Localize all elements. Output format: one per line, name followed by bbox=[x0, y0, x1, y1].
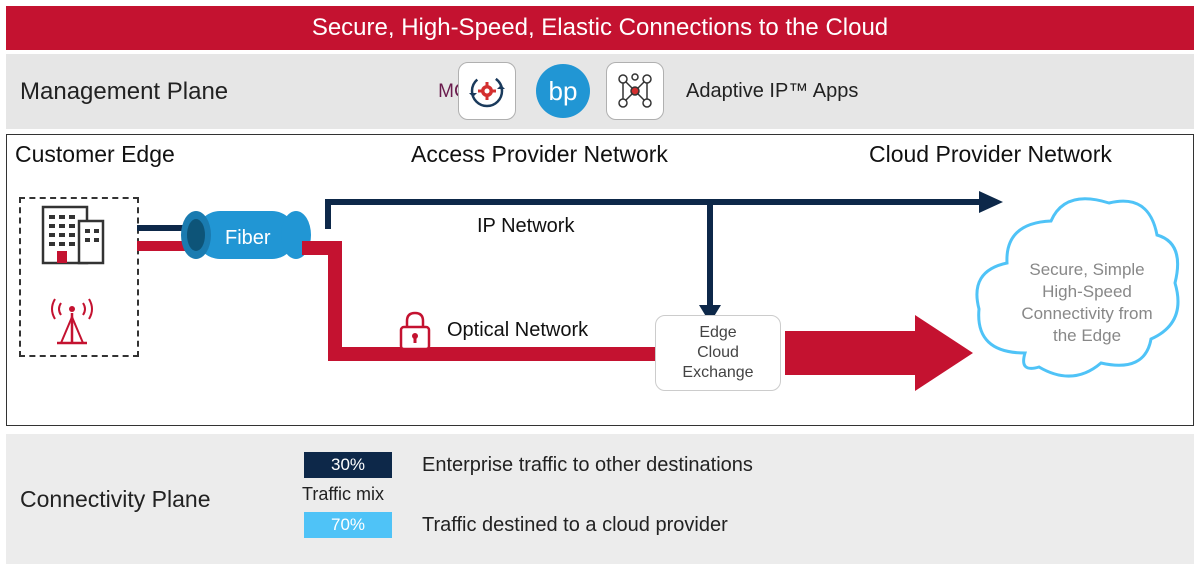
mgmt-label: Management Plane bbox=[20, 78, 228, 106]
ip-vert2 bbox=[707, 199, 713, 309]
cloud-line2: High-Speed bbox=[1007, 281, 1167, 303]
cloud-text: Secure, Simple High-Speed Connectivity f… bbox=[1007, 259, 1167, 347]
cloud-line3: Connectivity from bbox=[1007, 303, 1167, 325]
traffic-mix: Traffic mix bbox=[302, 484, 384, 505]
graph-icon-box bbox=[606, 62, 664, 120]
optical-network-label: Optical Network bbox=[447, 319, 588, 342]
building-icon bbox=[37, 203, 107, 267]
swatch-30: 30% bbox=[304, 452, 392, 478]
opt-horz2 bbox=[328, 347, 658, 361]
p2-label: Traffic destined to a cloud provider bbox=[422, 514, 728, 537]
p1-label: Enterprise traffic to other destinations bbox=[422, 454, 753, 477]
antenna-icon bbox=[37, 295, 107, 349]
graph-icon bbox=[613, 69, 657, 113]
edge-cloud-exchange-box: Edge Cloud Exchange bbox=[655, 315, 781, 391]
ip-network-label: IP Network bbox=[477, 215, 574, 238]
swatch-70: 70% bbox=[304, 512, 392, 538]
cloud-line1: Secure, Simple bbox=[1007, 259, 1167, 281]
edge-line1: Edge bbox=[699, 323, 736, 343]
network-box: Customer Edge Access Provider Network Cl… bbox=[6, 134, 1194, 426]
header-title: Secure, High-Speed, Elastic Connections … bbox=[312, 14, 888, 42]
fiber-label: Fiber bbox=[225, 227, 271, 250]
gear-cycle-icon bbox=[465, 69, 509, 113]
lock-icon bbox=[395, 309, 435, 353]
conn-label: Connectivity Plane bbox=[20, 486, 211, 513]
cloud-line4: the Edge bbox=[1007, 325, 1167, 347]
mcp-icon-box bbox=[458, 62, 516, 120]
p1-val: 30% bbox=[331, 455, 365, 475]
edge-line3: Exchange bbox=[682, 363, 753, 383]
p2-val: 70% bbox=[331, 515, 365, 535]
zone-cloud: Cloud Provider Network bbox=[869, 141, 1112, 168]
ip-horz bbox=[325, 199, 985, 205]
edge-line2: Cloud bbox=[697, 343, 739, 363]
zone-access: Access Provider Network bbox=[411, 141, 668, 168]
zone-customer: Customer Edge bbox=[15, 141, 175, 168]
opt-vert bbox=[328, 241, 342, 361]
management-plane: Management Plane MCP bp bbox=[6, 54, 1194, 129]
connectivity-plane: Connectivity Plane 30% Traffic mix 70% E… bbox=[6, 434, 1194, 564]
header-bar: Secure, High-Speed, Elastic Connections … bbox=[6, 6, 1194, 50]
big-red-arrow bbox=[785, 315, 975, 391]
bp-text: bp bbox=[549, 76, 578, 107]
apps-label: Adaptive IP™ Apps bbox=[686, 80, 858, 103]
bp-icon: bp bbox=[536, 64, 590, 118]
